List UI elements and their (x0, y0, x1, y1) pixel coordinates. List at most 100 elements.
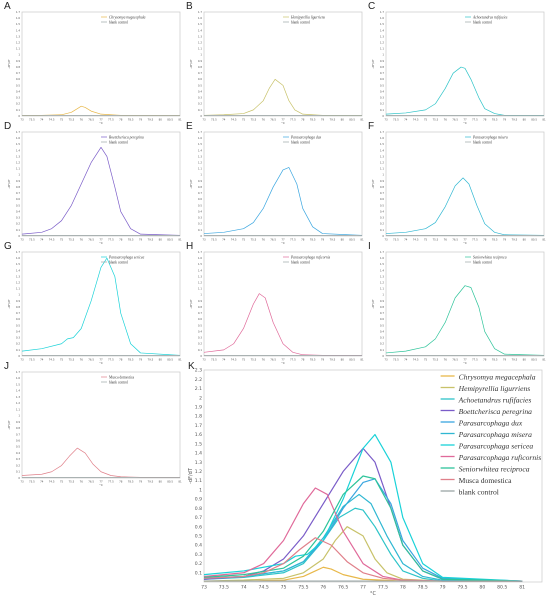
y-tick-label: 0.4 (198, 89, 202, 93)
legend-entry: blank control (473, 141, 492, 145)
legend-entry: Achoetandrus rufifacies (472, 16, 508, 20)
y-tick-label: 1.1 (16, 167, 20, 171)
y-tick-label: 1.3 (16, 274, 20, 278)
x-tick-label: 81 (178, 358, 182, 362)
x-tick-label: 81 (360, 238, 364, 242)
x-tick-label: 79.5 (147, 480, 153, 484)
y-tick-label: 2.1 (195, 386, 202, 392)
y-tick-label: 0.6 (380, 317, 384, 321)
x-tick-label: 78.5 (128, 118, 134, 122)
y-tick-label: 0.8 (198, 305, 202, 309)
y-tick-label: 1.4 (195, 451, 202, 457)
panel-b: B 0 0.1 0.2 0.3 0.4 0.5 0.6 0.7 0.8 0.9 1 1.1 1.2 1.3 1… (186, 1, 366, 126)
y-tick-label: 0 (200, 234, 202, 238)
x-tick-label: 73 (20, 118, 24, 122)
y-tick-label: 0.1 (198, 228, 202, 232)
x-tick-label: 75 (60, 118, 64, 122)
y-tick-label: 1.2 (198, 160, 202, 164)
y-tick-label: 1.6 (198, 16, 202, 20)
y-tick-label: 1.3 (16, 395, 20, 399)
x-tick-label: 76.5 (452, 118, 458, 122)
legend-entry: Parasarcophaga ruficornis (458, 453, 542, 462)
y-tick-label: 0.8 (16, 305, 20, 309)
x-axis-label: °C (99, 361, 103, 365)
x-tick-label: 73.5 (219, 585, 229, 591)
x-tick-label: 78 (483, 358, 487, 362)
y-tick-label: 1.1 (380, 167, 384, 171)
chart-svg-j: 0 0.1 0.2 0.3 0.4 0.5 0.6 0.7 0.8 0.9 1 1.1 1.2 1.3 1.… (7, 370, 182, 487)
y-tick-label: 1.3 (380, 34, 384, 38)
legend-entry: Parasarcophaga dux (290, 136, 322, 140)
x-tick-label: 79 (440, 585, 446, 591)
series-line-seniorwhitea-reciproca (385, 285, 545, 356)
x-tick-label: 74.5 (231, 118, 237, 122)
x-tick-label: 73.5 (29, 118, 35, 122)
x-tick-label: 77.5 (290, 358, 296, 362)
x-tick-label: 79 (321, 358, 325, 362)
y-axis-label: -dF/dT (371, 179, 375, 189)
x-tick-label: 79 (321, 118, 325, 122)
y-tick-label: 0 (382, 114, 384, 118)
y-tick-label: 0.2 (16, 463, 20, 467)
legend-entry: Parasarcophaga sericea (458, 442, 534, 451)
y-tick-label: 1.7 (198, 10, 202, 14)
x-tick-label: 75.5 (68, 118, 74, 122)
x-tick-label: 76 (80, 118, 84, 122)
y-tick-label: 0.7 (16, 311, 20, 315)
y-tick-label: 0.4 (195, 543, 202, 549)
y-axis-label: -dF/dT (7, 420, 11, 430)
y-tick-label: 0.3 (16, 457, 20, 461)
x-tick-label: 78 (400, 585, 406, 591)
y-tick-label: 2.2 (195, 377, 202, 383)
y-tick-label: 1.4 (16, 28, 20, 32)
x-tick-label: 74 (404, 358, 408, 362)
y-axis-label: -dF/dT (371, 59, 375, 69)
x-tick-label: 81 (178, 118, 182, 122)
y-tick-label: 0.2 (195, 561, 202, 567)
panel-label: K (188, 361, 195, 372)
x-tick-label: 79.5 (511, 358, 517, 362)
x-tick-label: 77 (99, 480, 103, 484)
y-tick-label: 0.9 (198, 59, 202, 63)
x-tick-label: 74.5 (49, 480, 55, 484)
y-tick-label: 1.1 (16, 407, 20, 411)
x-tick-label: 73.5 (211, 358, 217, 362)
y-tick-label: 0.1 (195, 570, 202, 576)
legend-entry: Musca domestica (459, 476, 513, 485)
x-tick-label: 76 (262, 358, 266, 362)
x-tick-label: 81 (178, 480, 182, 484)
y-tick-label: 0.8 (16, 65, 20, 69)
y-tick-label: 1.9 (195, 404, 202, 410)
panel-label: G (4, 241, 12, 252)
x-tick-label: 77 (99, 238, 103, 242)
panel-label: F (368, 121, 375, 132)
legend-entry: Hemipyrellia ligurriens (458, 384, 531, 393)
y-tick-label: 0.4 (380, 209, 384, 213)
x-tick-label: 80.5 (167, 118, 173, 122)
y-tick-label: 1.2 (380, 280, 384, 284)
x-tick-label: 75 (60, 238, 64, 242)
y-tick-label: 0.2 (198, 102, 202, 106)
panel-label: B (186, 1, 193, 12)
x-tick-label: 80.5 (167, 480, 173, 484)
x-tick-label: 75 (242, 118, 246, 122)
x-tick-label: 79 (139, 358, 143, 362)
x-tick-label: 74.5 (231, 358, 237, 362)
x-tick-label: 75 (60, 480, 64, 484)
x-tick-label: 76 (444, 358, 448, 362)
y-tick-label: 0.7 (380, 191, 384, 195)
x-tick-label: 79 (139, 238, 143, 242)
x-tick-label: 75.5 (432, 238, 438, 242)
y-tick-label: 0.3 (380, 96, 384, 100)
y-tick-label: 0.5 (16, 203, 20, 207)
chart-svg-f: 0 0.1 0.2 0.3 0.4 0.5 0.6 0.7 0.8 0.9 1 1.1 1.2 1.3 1.… (371, 130, 546, 245)
series-line-parasarcophaga-dux (203, 167, 363, 236)
y-axis-label: -dF/dT (189, 299, 193, 309)
y-tick-label: 0.1 (380, 348, 384, 352)
x-tick-label: 78.5 (310, 238, 316, 242)
y-tick-label: 1.5 (380, 262, 384, 266)
y-tick-label: 0.3 (198, 336, 202, 340)
x-tick-label: 76.5 (452, 238, 458, 242)
y-tick-label: 0.4 (16, 451, 20, 455)
x-axis-label: °C (99, 241, 103, 245)
